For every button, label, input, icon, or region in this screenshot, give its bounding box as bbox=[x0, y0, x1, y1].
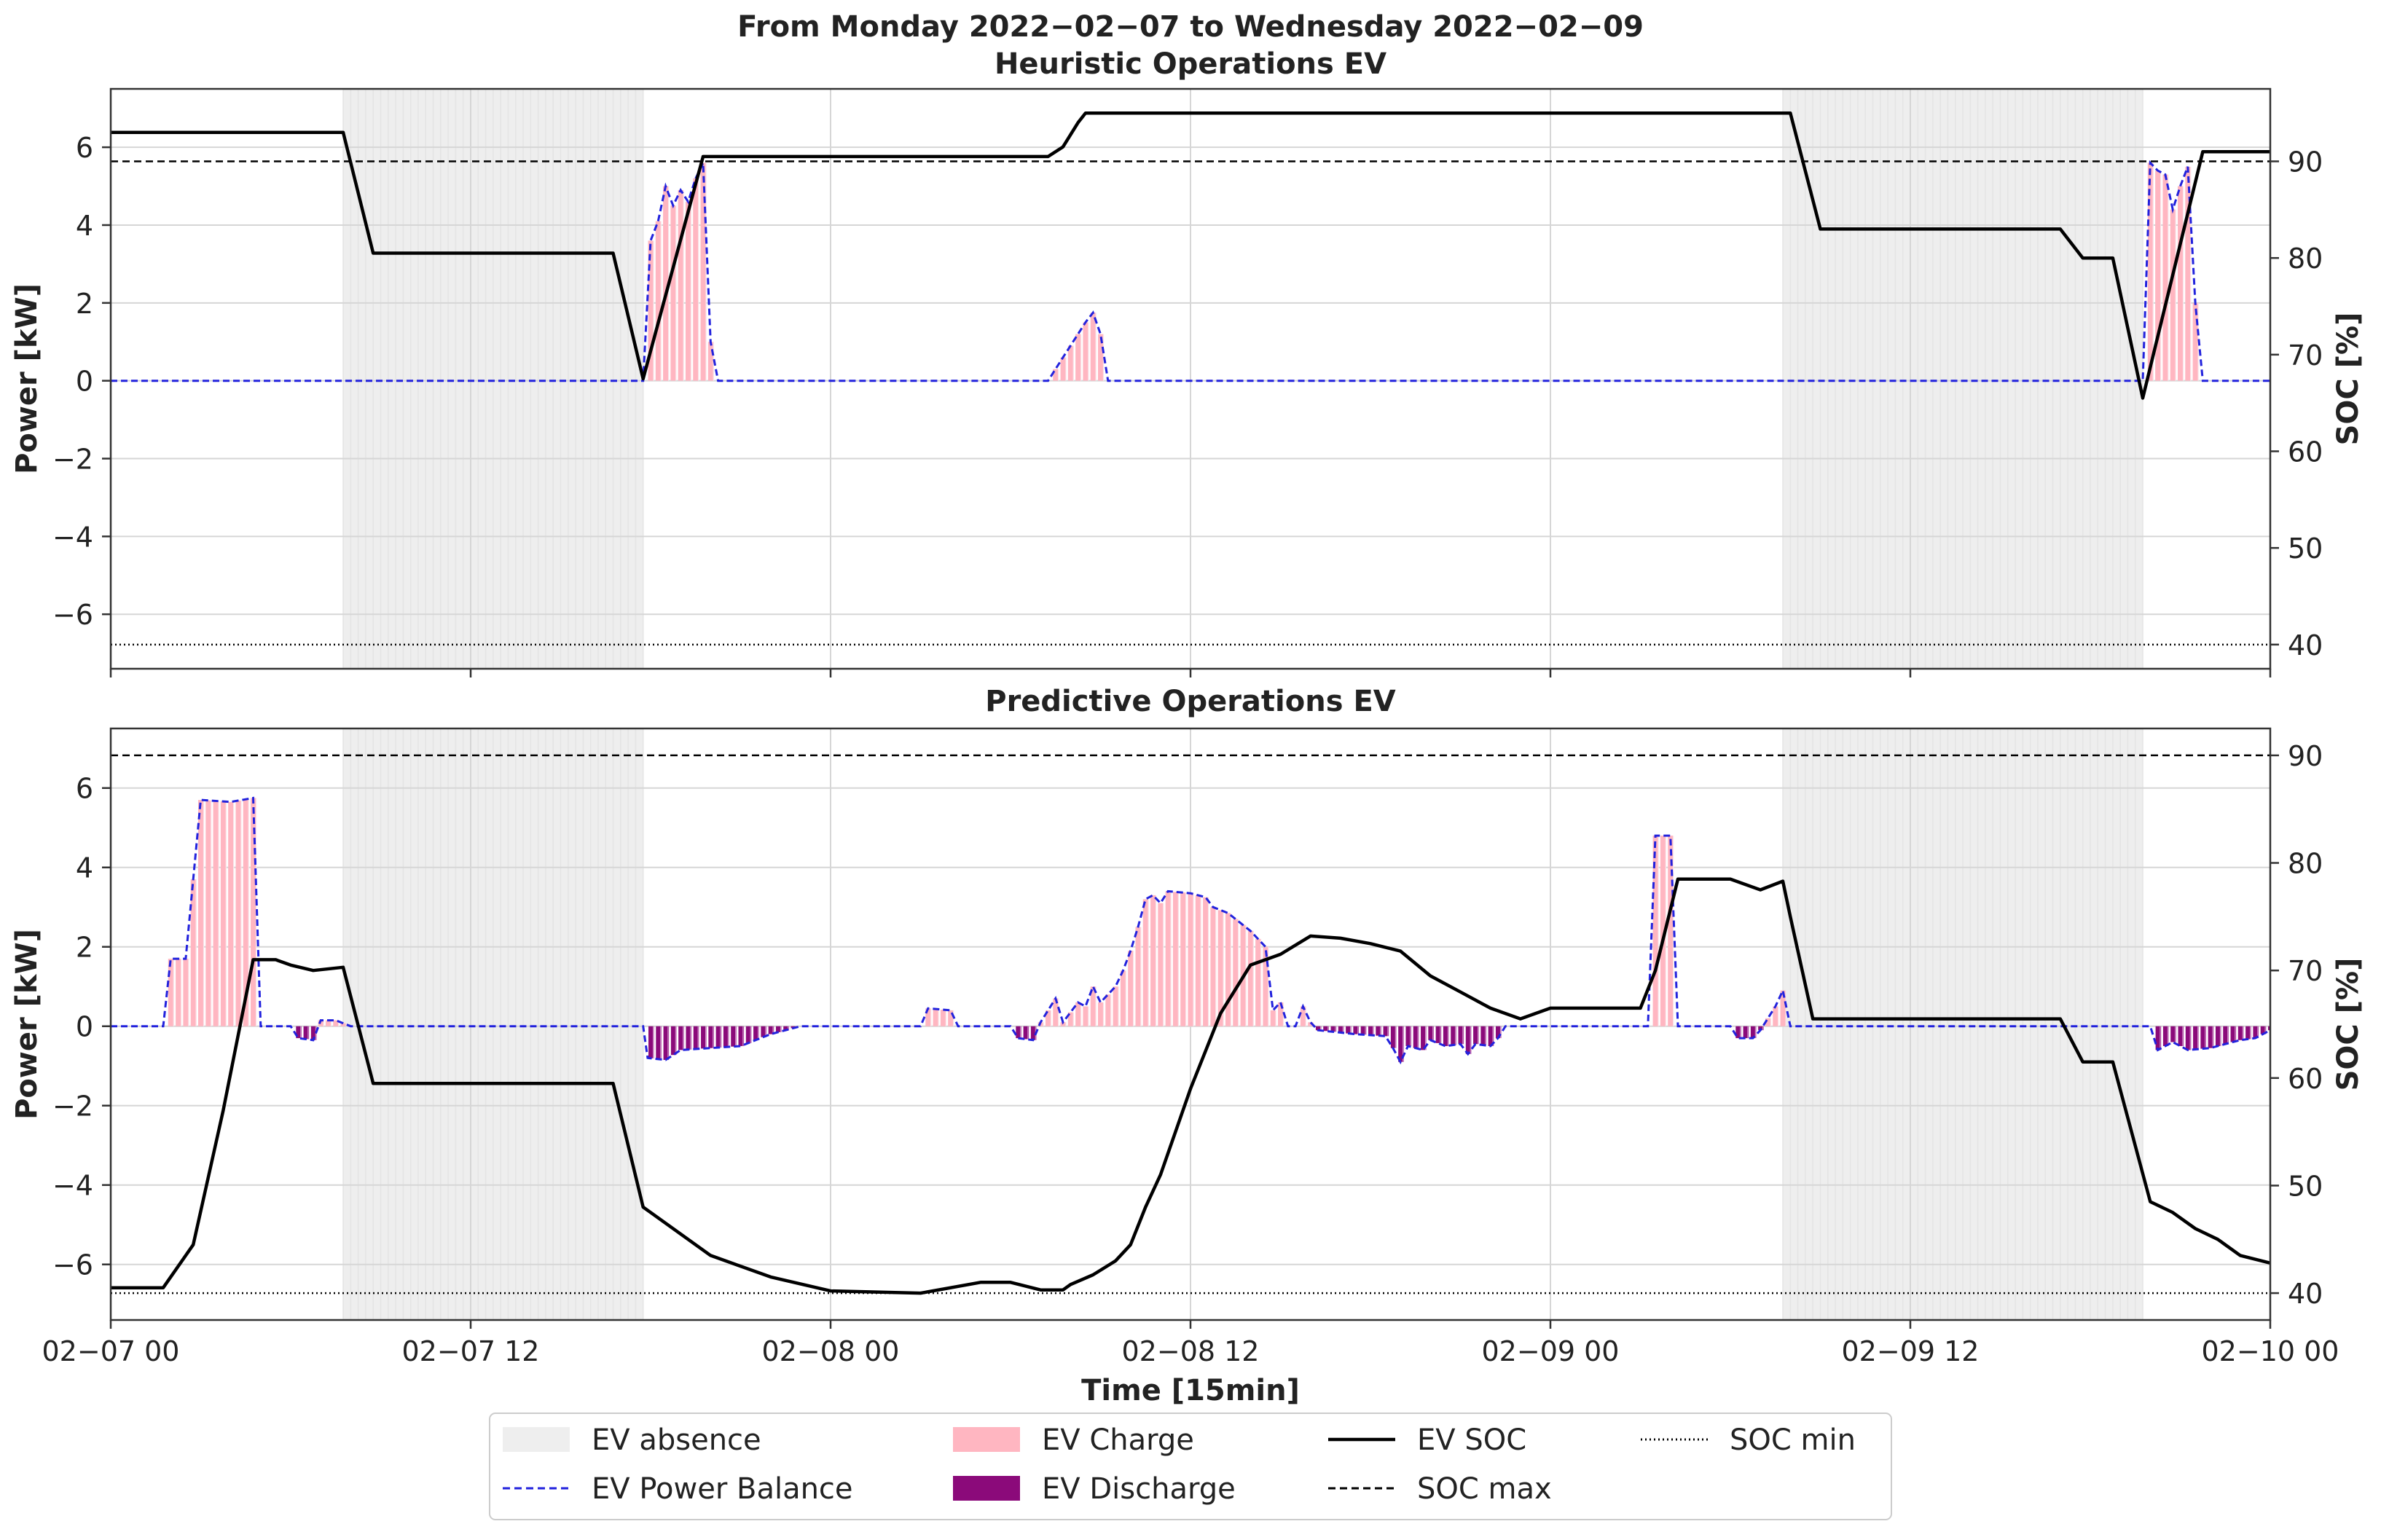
chart-titles: From Monday 2022−02−07 to Wednesday 2022… bbox=[737, 10, 1644, 718]
x-tick-label: 02−09 12 bbox=[1842, 1335, 1980, 1367]
y-tick-label-right: 80 bbox=[2288, 243, 2323, 275]
y-tick-label-right: 90 bbox=[2288, 740, 2323, 772]
chart-title-line-1: From Monday 2022−02−07 to Wednesday 2022… bbox=[737, 10, 1644, 44]
legend-label: SOC max bbox=[1417, 1472, 1552, 1506]
legend-label: EV Discharge bbox=[1042, 1472, 1236, 1506]
x-tick-label: 02−10 00 bbox=[2202, 1335, 2339, 1367]
y-tick-label-left: −6 bbox=[52, 599, 93, 631]
y-tick-label-right: 50 bbox=[2288, 533, 2323, 565]
chart-title-line-2: Heuristic Operations EV bbox=[995, 47, 1386, 81]
plot-area bbox=[111, 728, 2270, 1320]
legend-swatch bbox=[953, 1476, 1020, 1501]
legend-label: SOC min bbox=[1730, 1423, 1856, 1457]
x-tick-label: 02−08 00 bbox=[762, 1335, 900, 1367]
panel-predictive: −6 −4 −2 0 2 4 6 40 50 60 70 80 90 Power [kW] SOC [%] bbox=[10, 727, 2365, 1329]
x-tick-label: 02−07 12 bbox=[402, 1335, 540, 1367]
y-tick-label-right: 60 bbox=[2288, 1063, 2323, 1095]
panel-heuristic: −6 −4 −2 0 2 4 6 40 50 60 70 80 90 Power [kW] SOC [%] bbox=[10, 87, 2365, 677]
y-tick-label-right: 60 bbox=[2288, 436, 2323, 468]
y-tick-label-right: 40 bbox=[2288, 629, 2323, 661]
y-axis-label-right: SOC [%] bbox=[2331, 958, 2365, 1091]
y-tick-label-right: 90 bbox=[2288, 146, 2323, 178]
legend-frame bbox=[489, 1413, 1892, 1520]
y-tick-label-left: 4 bbox=[76, 852, 93, 884]
y-tick-label-left: 0 bbox=[76, 1011, 93, 1043]
y-tick-label-right: 50 bbox=[2288, 1170, 2323, 1202]
y-tick-label-right: 80 bbox=[2288, 848, 2323, 880]
soc-line bbox=[111, 877, 2270, 1295]
y-tick-label-left: −2 bbox=[52, 444, 93, 476]
legend-label: EV absence bbox=[592, 1423, 761, 1457]
y-tick-label-right: 70 bbox=[2288, 339, 2323, 372]
y-tick-label-left: 6 bbox=[76, 132, 93, 164]
x-tick-label: 02−07 00 bbox=[42, 1335, 180, 1367]
legend-swatch bbox=[503, 1427, 570, 1452]
y-tick-label-left: 4 bbox=[76, 210, 93, 242]
y-axis-label-left: Power [kW] bbox=[10, 929, 44, 1120]
legend: EV absence EV Power Balance EV Charge EV Di… bbox=[489, 1413, 1892, 1520]
legend-label: EV SOC bbox=[1417, 1423, 1526, 1457]
plot-area bbox=[111, 89, 2270, 669]
panel-2-title: Predictive Operations EV bbox=[985, 685, 1396, 718]
y-tick-label-left: −4 bbox=[52, 521, 93, 553]
y-tick-label-left: −6 bbox=[52, 1249, 93, 1281]
y-axis-label-left: Power [kW] bbox=[10, 283, 44, 474]
x-axis: 02−07 00 02−07 12 02−08 00 02−08 12 02−09 00… bbox=[42, 1335, 2339, 1367]
y-tick-label-right: 70 bbox=[2288, 955, 2323, 987]
power-balance-line bbox=[111, 796, 2270, 1065]
y-axis-label-right: SOC [%] bbox=[2331, 313, 2365, 446]
soc-line bbox=[111, 111, 2270, 400]
legend-label: EV Power Balance bbox=[592, 1472, 853, 1506]
legend-swatch bbox=[953, 1427, 1020, 1452]
legend-label: EV Charge bbox=[1042, 1423, 1194, 1457]
y-tick-label-left: 0 bbox=[76, 366, 93, 398]
x-axis-label: Time [15min] bbox=[1081, 1374, 1300, 1407]
y-tick-label-left: −4 bbox=[52, 1170, 93, 1202]
y-tick-label-left: 2 bbox=[76, 932, 93, 964]
x-tick-label: 02−08 12 bbox=[1122, 1335, 1260, 1367]
y-tick-label-right: 40 bbox=[2288, 1278, 2323, 1310]
x-tick-label: 02−09 00 bbox=[1482, 1335, 1620, 1367]
power-balance-line bbox=[111, 160, 2270, 382]
y-tick-label-left: 2 bbox=[76, 288, 93, 320]
y-tick-label-left: 6 bbox=[76, 773, 93, 805]
y-tick-label-left: −2 bbox=[52, 1091, 93, 1123]
